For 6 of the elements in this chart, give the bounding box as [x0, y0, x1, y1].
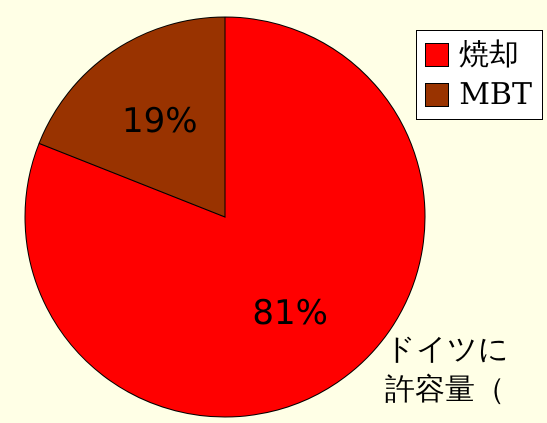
data-label: 81% — [252, 292, 328, 333]
data-label: 19% — [122, 101, 198, 142]
legend-label: MBT — [459, 76, 532, 114]
text: ドイツに — [385, 331, 509, 369]
legend-label: 焼却 — [459, 36, 520, 74]
text: 許容量（ — [385, 371, 506, 409]
